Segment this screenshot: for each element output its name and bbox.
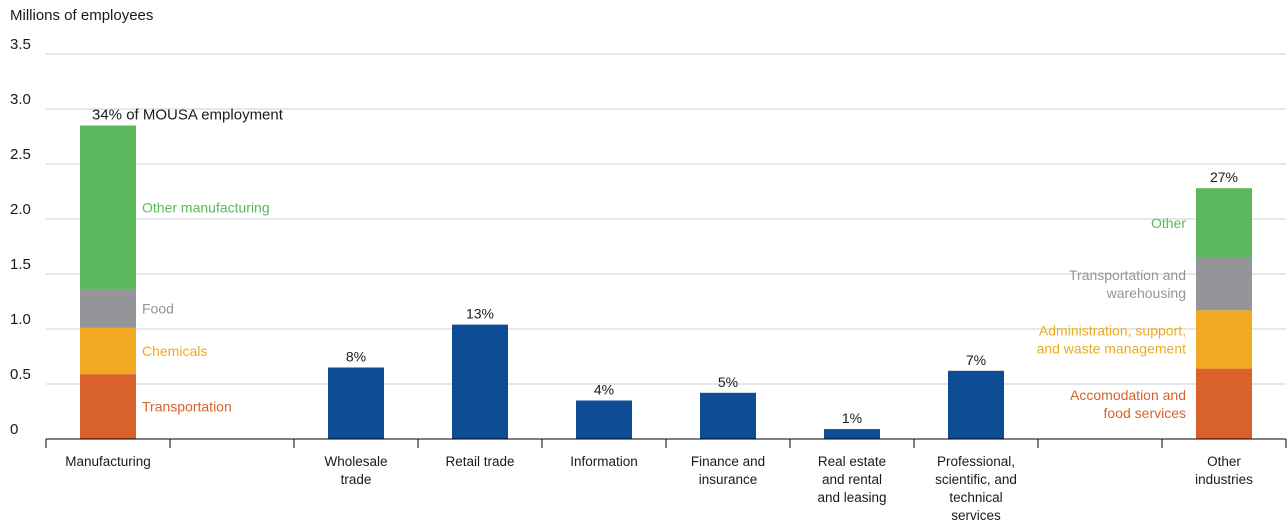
segment-label-food: Food bbox=[142, 301, 174, 317]
bar-retail-trade bbox=[452, 324, 508, 439]
bar-information bbox=[576, 400, 632, 439]
bar-segment-other-manufacturing bbox=[80, 125, 136, 290]
bar-segment-other bbox=[1196, 188, 1252, 258]
bar-segment-transportation-and-warehousing bbox=[1196, 257, 1252, 311]
segment-label-accomodation-and-food-services: Accomodation and bbox=[1070, 387, 1186, 403]
y-tick-2-5: 2.5 bbox=[10, 146, 31, 163]
y-tick-2-0: 2.0 bbox=[10, 201, 31, 218]
x-tick-label-professional-scientific-and-technical-services: technical bbox=[949, 490, 1002, 505]
x-tick-label-professional-scientific-and-technical-services: Professional, bbox=[937, 454, 1015, 469]
gridlines bbox=[46, 53, 1286, 385]
segment-label-accomodation-and-food-services: food services bbox=[1104, 405, 1186, 421]
data-label-retail-trade: 13% bbox=[466, 306, 494, 322]
y-tick-labels: 0 0.5 1.0 1.5 2.0 2.5 3.0 3.5 bbox=[10, 36, 31, 438]
segment-label-transportation-and-warehousing: Transportation and bbox=[1069, 267, 1186, 283]
y-tick-3-0: 3.0 bbox=[10, 91, 31, 108]
segment-label-administration-support-and-waste-management: and waste management bbox=[1037, 340, 1187, 356]
segment-label-other: Other bbox=[1151, 215, 1186, 231]
bar-segment-chemicals bbox=[80, 327, 136, 375]
y-tick-1-5: 1.5 bbox=[10, 256, 31, 273]
data-labels: 8% 13% 4% 5% 1% 7% Transportation Chemicals Food… bbox=[92, 107, 1238, 427]
total-label-manufacturing: 34% of MOUSA employment bbox=[92, 107, 284, 124]
bars bbox=[80, 125, 1252, 439]
x-axis: Manufacturing Wholesale trade Retail trade I… bbox=[45, 438, 1287, 523]
bar-segment-accomodation-and-food-services bbox=[1196, 368, 1252, 439]
data-label-information: 4% bbox=[594, 382, 614, 398]
x-tick-label-wholesale-trade: Wholesale bbox=[324, 454, 387, 469]
x-tick-label-professional-scientific-and-technical-services: scientific, and bbox=[935, 472, 1017, 487]
bar-segment-administration-support-and-waste-management bbox=[1196, 310, 1252, 369]
bar-real-estate-and-rental-and-leasing bbox=[824, 429, 880, 439]
x-tick-label-real-estate-and-rental-and-leasing: and leasing bbox=[817, 490, 886, 505]
bar-professional-scientific-and-technical-services bbox=[948, 370, 1004, 439]
x-tick-label-professional-scientific-and-technical-services: services bbox=[951, 508, 1001, 523]
x-tick-label-other-industries: industries bbox=[1195, 472, 1253, 487]
x-tick-label-wholesale-trade: trade bbox=[341, 472, 372, 487]
bar-segment-transportation bbox=[80, 374, 136, 439]
segment-label-chemicals: Chemicals bbox=[142, 343, 207, 359]
segment-label-transportation: Transportation bbox=[142, 399, 232, 415]
bar-segment-food bbox=[80, 289, 136, 328]
x-tick-label-other-industries: Other bbox=[1207, 454, 1241, 469]
x-tick-label-manufacturing: Manufacturing bbox=[65, 454, 151, 469]
x-tick-label-information: Information bbox=[570, 454, 638, 469]
x-tick-label-retail-trade: Retail trade bbox=[445, 454, 514, 469]
segment-label-administration-support-and-waste-management: Administration, support, bbox=[1039, 322, 1186, 338]
x-tick-label-finance-and-insurance: Finance and bbox=[691, 454, 765, 469]
y-tick-3-5: 3.5 bbox=[10, 36, 31, 53]
data-label-real-estate-and-rental-and-leasing: 1% bbox=[842, 410, 862, 426]
bar-finance-and-insurance bbox=[700, 392, 756, 439]
total-label-other-industries: 27% bbox=[1210, 169, 1238, 185]
x-tick-label-finance-and-insurance: insurance bbox=[699, 472, 758, 487]
y-tick-0-5: 0.5 bbox=[10, 366, 31, 383]
y-axis-title: Millions of employees bbox=[10, 7, 153, 24]
bar-wholesale-trade bbox=[328, 367, 384, 439]
segment-label-transportation-and-warehousing: warehousing bbox=[1106, 285, 1186, 301]
x-tick-label-real-estate-and-rental-and-leasing: and rental bbox=[822, 472, 882, 487]
x-tick-label-real-estate-and-rental-and-leasing: Real estate bbox=[818, 454, 886, 469]
data-label-professional-scientific-and-technical-services: 7% bbox=[966, 352, 986, 368]
y-tick-1-0: 1.0 bbox=[10, 311, 31, 328]
segment-label-other-manufacturing: Other manufacturing bbox=[142, 199, 270, 215]
data-label-finance-and-insurance: 5% bbox=[718, 374, 738, 390]
y-tick-0: 0 bbox=[10, 421, 18, 438]
data-label-wholesale-trade: 8% bbox=[346, 349, 366, 365]
